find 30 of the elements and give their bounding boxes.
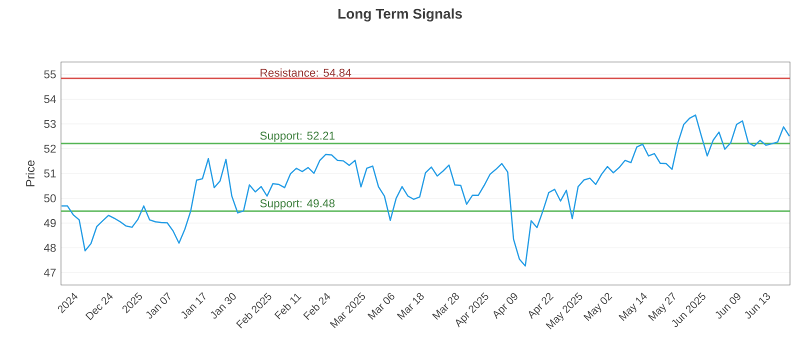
- y-tick-label: 48: [44, 244, 56, 252]
- x-tick-label: Apr 22: [528, 292, 554, 320]
- x-tick-label: Jun 09: [716, 293, 740, 319]
- x-tick-label: May 02: [583, 292, 612, 322]
- y-tick-label: 47: [44, 268, 56, 277]
- y-tick-label: 54: [44, 95, 56, 104]
- x-tick-label: Mar 28: [432, 292, 459, 320]
- y-tick-label: 55: [44, 70, 56, 78]
- x-tick-label: Dec 24: [85, 292, 113, 320]
- chart-title: Long Term Signals: [338, 8, 462, 22]
- line-series: [60, 114, 790, 267]
- ref-line-label: Support: 52.21: [260, 132, 335, 142]
- y-tick-label: 53: [44, 120, 56, 128]
- y-tick-label: 52: [44, 144, 56, 153]
- x-tick-label: Apr 09: [494, 293, 518, 320]
- x-tick-label: Mar 06: [368, 292, 394, 320]
- y-tick-label: 51: [44, 170, 56, 178]
- x-tick-label: Jan 17: [181, 292, 206, 319]
- x-tick-label: Mar 18: [396, 292, 424, 320]
- ref-line-label: Resistance: 54.84: [260, 68, 352, 77]
- x-tick-label: May 14: [618, 292, 647, 321]
- x-tick-label: Jan 30: [210, 293, 236, 319]
- x-tick-label: Jun 13: [744, 292, 770, 319]
- y-tick-label: 49: [44, 219, 56, 228]
- y-axis-title: Price: [26, 160, 35, 186]
- y-tick-label: 50: [44, 194, 56, 202]
- x-tick-label: Jan 07: [146, 292, 170, 319]
- ref-line-label: Support: 49.48: [260, 199, 335, 210]
- x-tick-label: Feb 24: [303, 292, 330, 320]
- x-tick-label: Feb 11: [274, 294, 302, 320]
